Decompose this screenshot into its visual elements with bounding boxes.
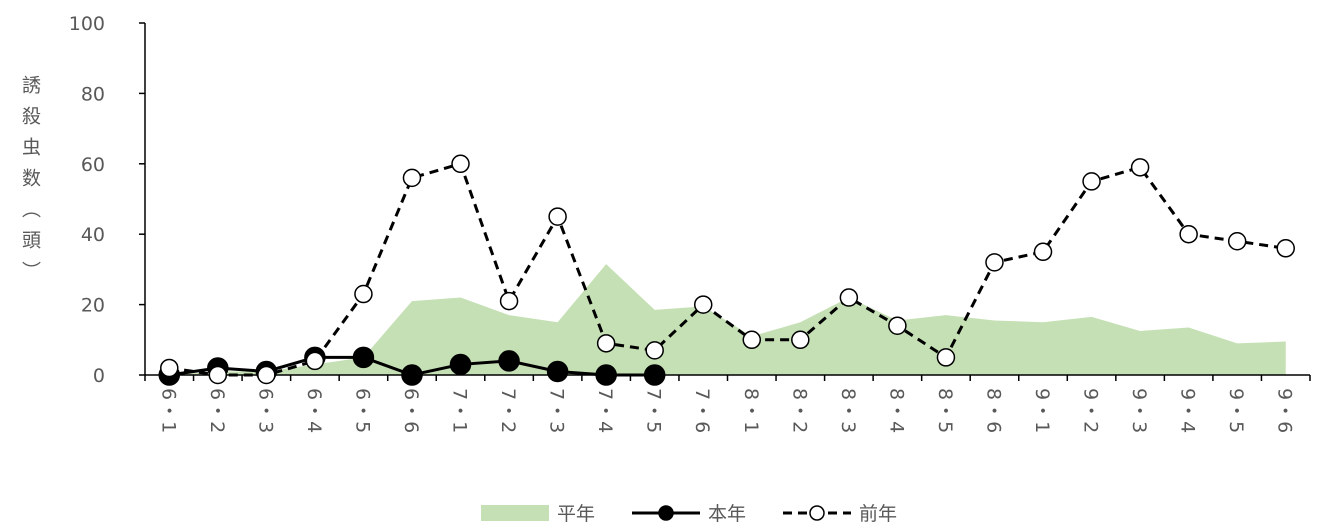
marker (402, 168, 422, 188)
marker (985, 253, 1004, 272)
marker (1033, 242, 1053, 262)
x-tick-label: 6・6 (400, 388, 422, 434)
x-tick-label: 7・5 (643, 388, 665, 434)
marker (936, 348, 956, 367)
legend-marker (658, 505, 674, 521)
marker (546, 360, 569, 383)
marker (645, 341, 664, 360)
x-tick-label: 9・4 (1177, 388, 1199, 434)
x-tick-label: 7・2 (497, 388, 519, 434)
marker (548, 207, 567, 226)
x-tick-label: 9・6 (1274, 388, 1296, 434)
x-tick-label: 6・4 (303, 388, 325, 434)
x-tick-label: 8・1 (740, 388, 762, 434)
marker (449, 353, 472, 376)
y-tick-label: 80 (81, 83, 105, 105)
marker (257, 365, 276, 385)
x-tick-label: 8・2 (788, 388, 810, 434)
marker (1227, 231, 1247, 251)
x-tick-label: 8・6 (982, 388, 1004, 434)
y-tick-label: 40 (81, 224, 105, 246)
marker (498, 350, 520, 372)
x-tick-label: 7・3 (546, 388, 568, 434)
x-tick-label: 9・2 (1080, 388, 1102, 434)
marker (1276, 239, 1295, 258)
marker (839, 288, 859, 307)
x-tick-label: 9・3 (1128, 388, 1150, 434)
marker (208, 365, 228, 385)
x-tick-label: 7・4 (594, 388, 616, 434)
x-tick-label: 7・6 (691, 388, 713, 434)
marker (160, 358, 179, 378)
marker (354, 284, 373, 304)
marker (693, 295, 713, 314)
x-tick-label: 6・2 (206, 388, 228, 434)
x-tick-label: 9・5 (1225, 388, 1247, 434)
x-tick-label: 8・3 (837, 388, 859, 434)
x-tick-label: 9・1 (1031, 388, 1053, 434)
legend-swatch (481, 505, 549, 521)
marker (791, 330, 810, 350)
legend-label: 前年 (859, 503, 897, 523)
x-tick-label: 6・3 (254, 388, 276, 434)
x-tick-label: 8・4 (885, 388, 907, 434)
y-tick-label: 100 (69, 13, 105, 35)
x-tick-label: 6・1 (157, 388, 179, 434)
x-tick-label: 6・5 (351, 388, 373, 434)
marker (352, 346, 375, 369)
legend-label: 平年 (557, 503, 595, 523)
marker (1130, 158, 1150, 177)
y-axis-label: 誘殺虫数（頭） (19, 75, 41, 292)
marker (888, 316, 907, 335)
y-tick-label: 60 (81, 154, 105, 176)
legend-label: 本年 (708, 503, 746, 523)
marker (1179, 224, 1198, 244)
marker (1082, 172, 1101, 191)
marker (596, 334, 616, 353)
marker (595, 364, 617, 386)
marker (499, 291, 519, 311)
x-tick-label: 7・1 (449, 388, 471, 434)
y-tick-label: 0 (93, 365, 105, 387)
marker (305, 351, 325, 371)
x-tick-label: 8・5 (934, 388, 956, 434)
legend-marker (809, 505, 825, 521)
y-tick-label: 20 (81, 295, 105, 317)
marker (401, 364, 423, 386)
marker (742, 330, 762, 350)
marker (643, 364, 666, 386)
area (169, 264, 1286, 375)
line (169, 161, 1286, 377)
marker (451, 154, 470, 174)
